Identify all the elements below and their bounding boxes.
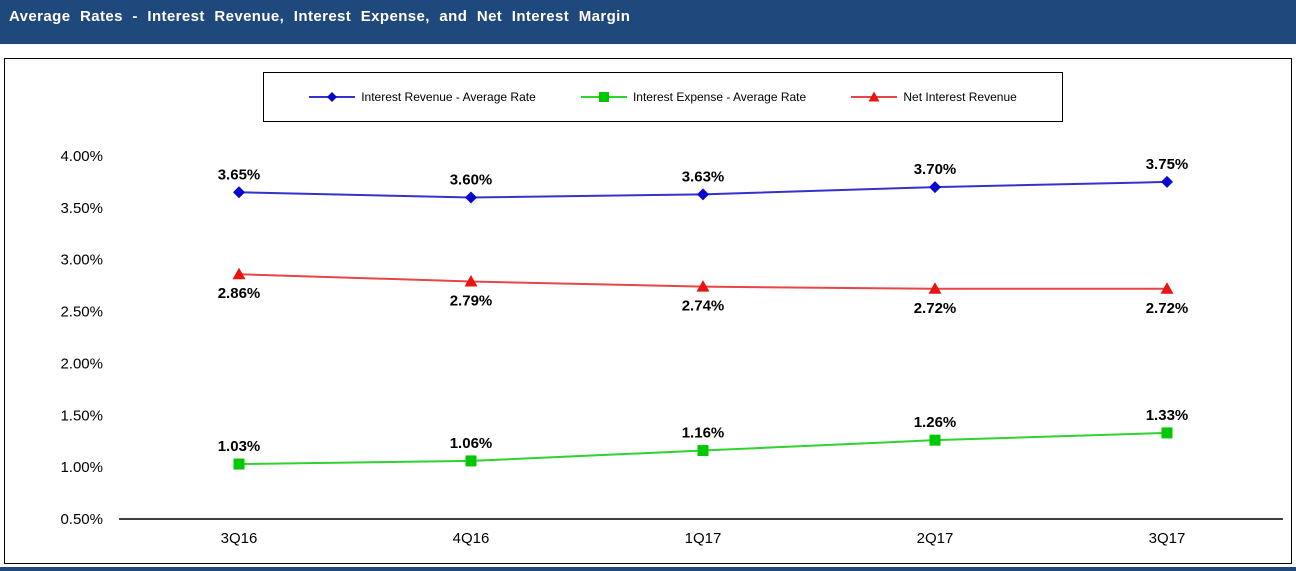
chart-title: Average Rates - Interest Revenue, Intere… [9, 8, 631, 25]
chart-plot: 4.00% 3.50% 3.00% 2.50% 2.00% 1.50% 1.00% 0.50%… [60, 148, 1283, 547]
data-point-marker-triangle [232, 267, 246, 280]
data-point-label: 3.60% [450, 171, 493, 188]
y-axis-tick-label: 3.50% [60, 200, 103, 217]
data-point-marker-triangle [696, 280, 710, 292]
chart-area: Interest Revenue - Average Rate Interest … [4, 58, 1292, 564]
x-axis-category-label: 4Q16 [453, 530, 490, 547]
data-point-marker-square [697, 445, 709, 457]
chart-legend: Interest Revenue - Average Rate Interest … [263, 72, 1063, 122]
data-point-marker-diamond [697, 188, 709, 201]
data-point-marker-diamond [465, 191, 477, 204]
data-point-marker-square [929, 434, 941, 446]
data-point-label: 2.79% [450, 292, 493, 309]
legend-label: Net Interest Revenue [903, 90, 1017, 104]
x-axis-category-label: 3Q17 [1149, 530, 1186, 547]
data-point-label: 1.06% [450, 435, 493, 452]
data-point-marker-triangle [928, 282, 942, 294]
data-point-label: 2.72% [1146, 300, 1189, 317]
bottom-border-strip [0, 567, 1296, 571]
data-point-label: 1.26% [914, 414, 957, 431]
data-point-marker-triangle [1160, 282, 1174, 294]
data-point-marker-square [1161, 427, 1173, 439]
triangle-legend-marker-icon [851, 91, 898, 102]
data-point-label: 2.72% [914, 300, 957, 317]
data-point-label: 3.63% [682, 168, 725, 185]
y-axis-tick-label: 2.50% [60, 304, 103, 321]
data-point-marker-diamond [929, 181, 941, 194]
data-point-label: 1.03% [218, 438, 261, 455]
diamond-legend-marker-icon [309, 92, 356, 102]
data-point-label: 3.65% [218, 166, 261, 183]
data-point-label: 2.86% [218, 285, 261, 302]
data-point-label: 3.70% [914, 161, 957, 178]
square-legend-marker-icon [580, 92, 627, 102]
x-axis-category-label: 1Q17 [685, 530, 722, 547]
data-point-marker-triangle [464, 274, 478, 287]
x-axis-category-label: 2Q17 [917, 530, 954, 547]
data-point-label: 3.75% [1146, 156, 1189, 173]
legend-item-2: Net Interest Revenue [851, 90, 1017, 104]
y-axis-tick-label: 2.00% [60, 355, 103, 372]
y-axis-tick-label: 1.00% [60, 459, 103, 476]
y-axis-tick-label: 0.50% [60, 511, 103, 528]
y-axis-tick-label: 1.50% [60, 407, 103, 424]
y-axis-tick-label: 4.00% [60, 148, 103, 165]
data-point-marker-diamond [1161, 175, 1173, 188]
y-axis-tick-label: 3.00% [60, 252, 103, 269]
data-point-marker-square [465, 455, 477, 467]
data-point-marker-diamond [233, 186, 245, 199]
data-point-label: 1.16% [682, 425, 725, 442]
legend-label: Interest Expense - Average Rate [632, 90, 807, 104]
data-point-label: 2.74% [682, 298, 725, 315]
legend-label: Interest Revenue - Average Rate [361, 90, 536, 104]
x-axis-category-label: 3Q16 [221, 530, 258, 547]
data-point-marker-square [233, 458, 245, 470]
legend-item-0: Interest Revenue - Average Rate [309, 90, 536, 104]
legend-item-1: Interest Expense - Average Rate [580, 90, 807, 104]
chart-title-bar: Average Rates - Interest Revenue, Intere… [0, 0, 1296, 44]
data-point-label: 1.33% [1146, 407, 1189, 424]
